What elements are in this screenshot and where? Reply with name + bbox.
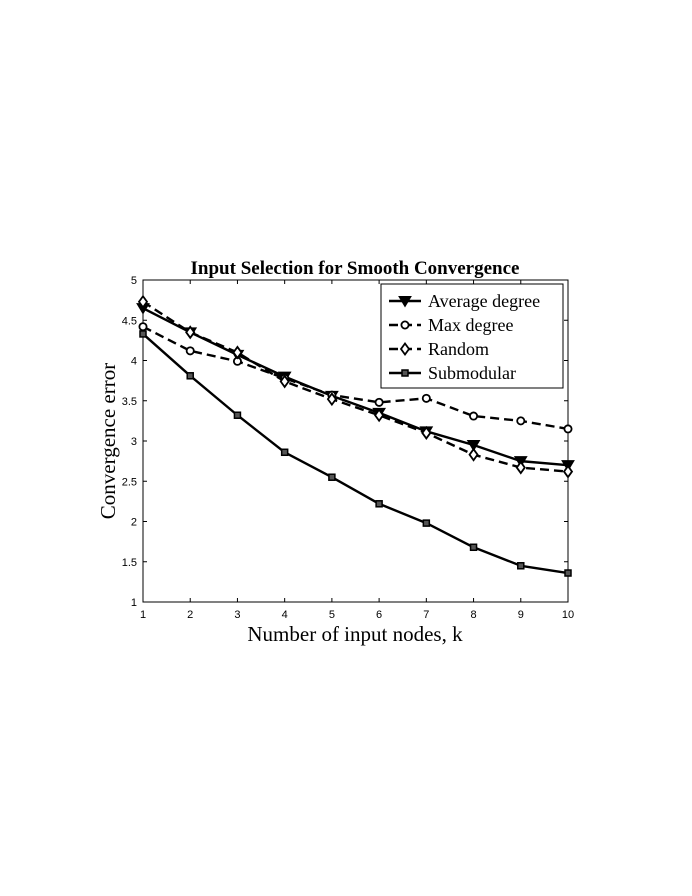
y-tick-label: 1 [131, 597, 137, 609]
x-tick-label: 10 [562, 609, 574, 621]
legend-label: Average degree [428, 291, 540, 311]
data-point-random [421, 425, 432, 440]
legend-entry-average-degree: Average degree [389, 291, 540, 311]
legend-marker [400, 320, 410, 330]
series-submodular [139, 330, 572, 577]
data-point-submodular [564, 569, 572, 577]
data-point-random [562, 464, 574, 479]
data-point-max-degree [138, 322, 148, 332]
y-tick-label: 3.5 [122, 396, 137, 408]
data-point-max-degree [563, 424, 573, 434]
series-line-random [142, 300, 569, 473]
data-point-submodular [328, 473, 336, 481]
data-point-random [468, 447, 479, 462]
x-tick-label: 5 [329, 609, 335, 621]
legend-marker [398, 296, 412, 308]
data-point-max-degree [421, 393, 431, 403]
y-tick-label: 1.5 [122, 557, 137, 569]
data-point-submodular [233, 411, 242, 419]
data-point-submodular [517, 562, 525, 570]
x-axis-label: Number of input nodes, k [247, 622, 463, 646]
legend-marker [401, 369, 409, 377]
x-tick-label: 6 [376, 609, 382, 621]
series-line-submodular [142, 333, 569, 575]
legend-label: Random [428, 339, 489, 359]
y-tick-label: 4 [131, 356, 137, 368]
data-point-max-degree [185, 346, 195, 356]
legend-label: Submodular [428, 363, 516, 383]
y-tick-label: 3 [131, 436, 137, 448]
y-axis-label: Convergence error [96, 363, 120, 519]
series-layer [136, 294, 575, 577]
series-line-average-degree [142, 307, 569, 467]
data-point-submodular [280, 448, 289, 457]
legend-label: Max degree [428, 315, 513, 335]
data-point-max-degree [516, 416, 526, 426]
legend-entry-random: Random [389, 339, 489, 359]
data-point-submodular [375, 500, 383, 508]
x-tick-label: 4 [282, 609, 288, 621]
data-point-random [373, 408, 385, 423]
data-point-submodular [422, 519, 431, 527]
data-point-random [232, 345, 243, 360]
y-tick-label: 4.5 [122, 315, 137, 327]
legend-entry-submodular: Submodular [389, 363, 516, 383]
data-point-random [137, 294, 149, 309]
legend-entry-max-degree: Max degree [389, 315, 513, 335]
y-tick-label: 2.5 [122, 476, 137, 488]
x-tick-label: 3 [234, 609, 240, 621]
data-point-random [326, 392, 338, 407]
series-random [137, 294, 574, 479]
legend-marker [399, 341, 411, 357]
x-tick-label: 2 [187, 609, 193, 621]
data-point-random [185, 325, 196, 340]
y-tick-label: 5 [131, 275, 137, 287]
data-point-submodular [469, 543, 478, 552]
legend: Average degree Max degree Random Submodular [380, 283, 564, 389]
data-point-random [515, 460, 526, 475]
x-tick-label: 8 [470, 609, 476, 621]
data-point-max-degree [374, 397, 384, 407]
data-point-submodular [186, 372, 194, 380]
chart-title: Input Selection for Smooth Convergence [191, 258, 520, 279]
data-point-random [279, 374, 290, 389]
x-tick-label: 9 [518, 609, 524, 621]
y-tick-label: 2 [131, 517, 137, 529]
data-point-max-degree [469, 411, 479, 421]
axis-ticks: 1 2 3 4 5 6 7 8 9 10 1 1.5 2 2.5 3 3.5 4 4.5 5 [122, 275, 574, 621]
data-point-submodular [139, 330, 147, 338]
data-point-average-degree [466, 440, 481, 452]
x-tick-label: 1 [140, 609, 146, 621]
series-line-max-degree [142, 325, 569, 431]
x-tick-label: 7 [423, 609, 429, 621]
